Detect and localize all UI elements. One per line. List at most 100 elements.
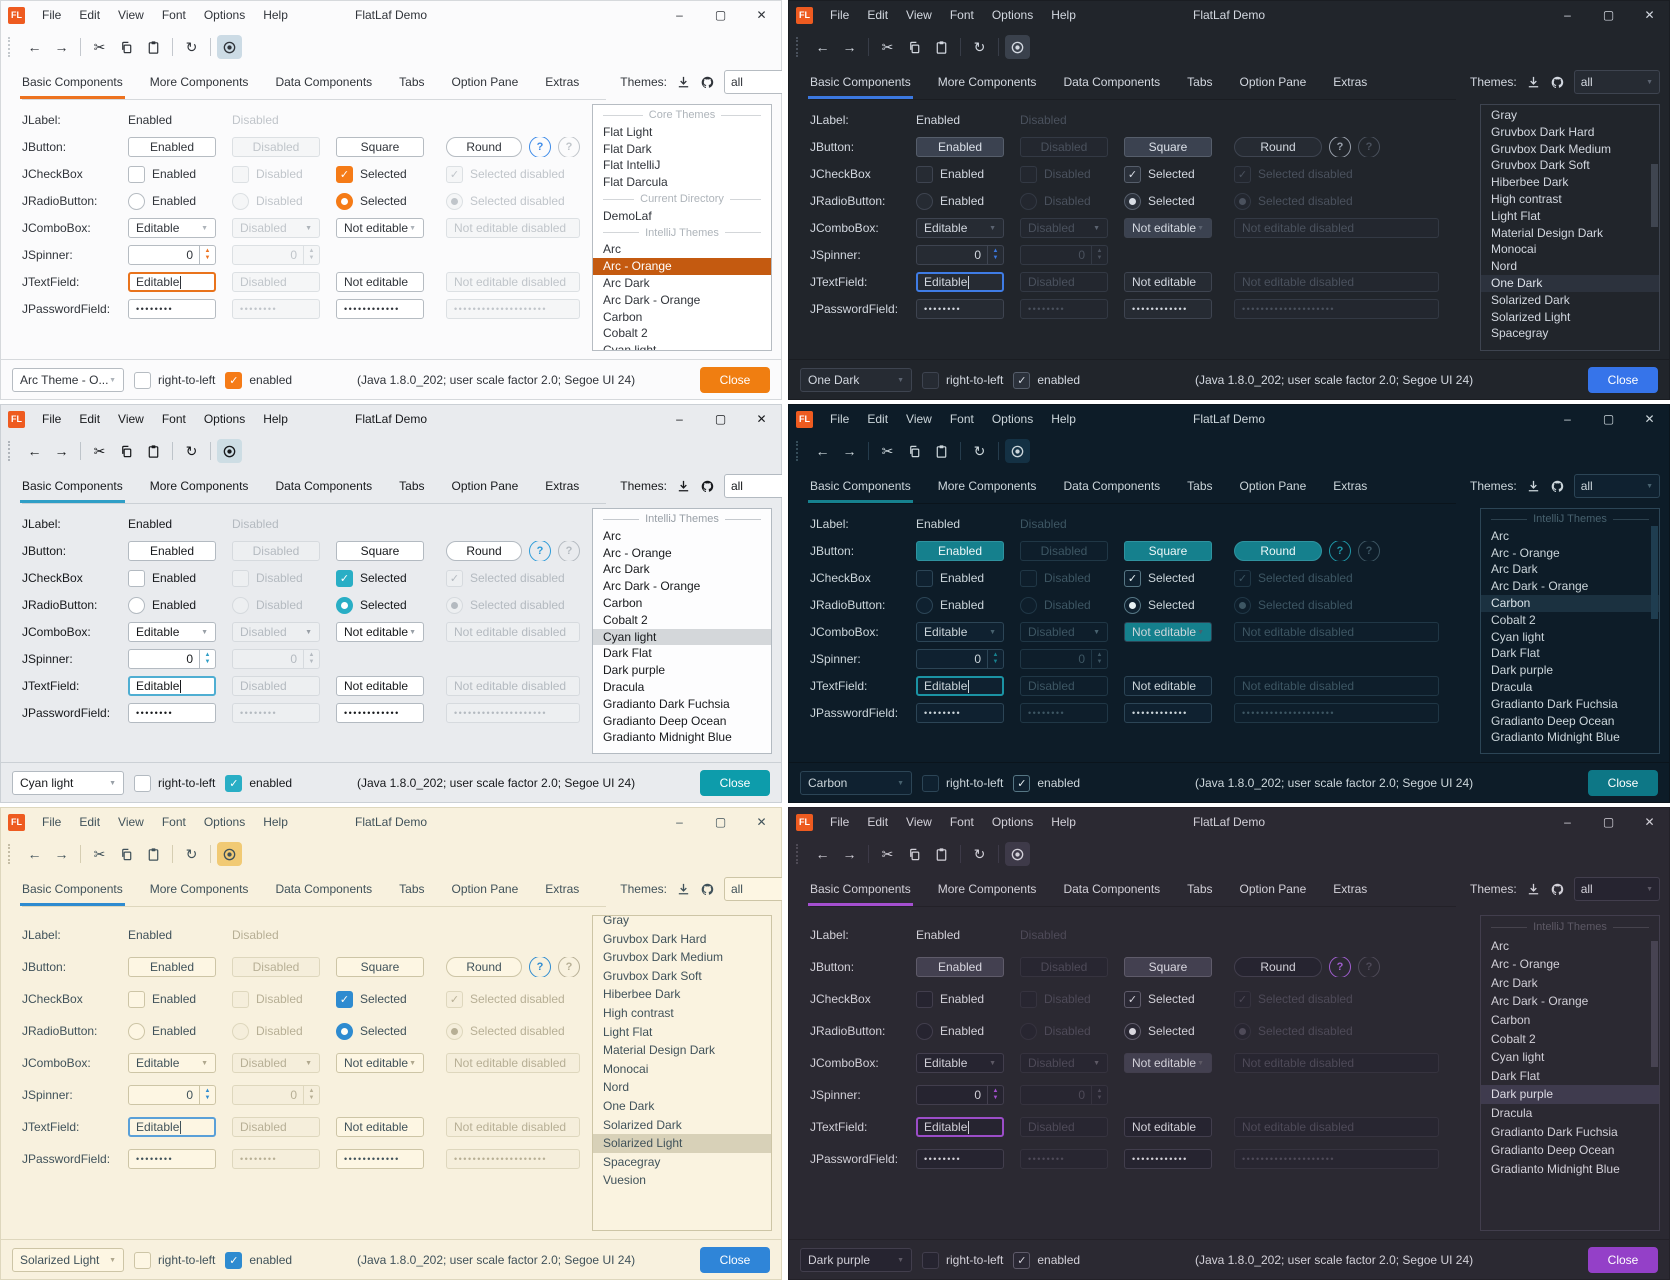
- copy-icon[interactable]: [902, 439, 927, 463]
- tab-more-components[interactable]: More Components: [937, 74, 1037, 89]
- textfield-editable[interactable]: Editable: [128, 1117, 216, 1137]
- theme-list-item[interactable]: Carbon: [1481, 594, 1659, 612]
- radio-selected[interactable]: Selected: [336, 192, 407, 210]
- help-button[interactable]: ?: [529, 541, 551, 561]
- menu-item-font[interactable]: Font: [161, 815, 186, 829]
- round-button[interactable]: Round: [446, 541, 522, 561]
- theme-list-item[interactable]: Solarized Dark: [603, 1117, 682, 1132]
- theme-list-item[interactable]: Dracula: [1491, 1105, 1533, 1120]
- combobox-editable[interactable]: Editable ▼: [128, 622, 216, 642]
- tab-more-components[interactable]: More Components: [937, 478, 1037, 493]
- themes-filter-combobox[interactable]: all ▼: [723, 474, 782, 498]
- maximize-button[interactable]: ▢: [714, 815, 727, 829]
- enabled-button[interactable]: Enabled: [128, 541, 216, 561]
- theme-list[interactable]: Gray Gruvbox Dark Hard Gruvbox Dark Medium…: [1480, 104, 1660, 351]
- menu-item-file[interactable]: File: [830, 412, 850, 426]
- toolbar-grip-handle[interactable]: [796, 441, 802, 461]
- combobox-editable[interactable]: Editable ▼: [128, 1053, 216, 1073]
- textfield-editable[interactable]: Editable: [916, 1117, 1004, 1137]
- menu-item-options[interactable]: Options: [991, 412, 1034, 426]
- back-icon[interactable]: ←: [27, 846, 42, 862]
- theme-list-item[interactable]: Arc Dark: [1491, 975, 1538, 990]
- passwordfield-enabled[interactable]: ••••••••: [128, 299, 216, 319]
- menu-item-file[interactable]: File: [42, 8, 62, 22]
- enabled-button[interactable]: Enabled: [916, 541, 1004, 561]
- menu-item-file[interactable]: File: [42, 412, 62, 426]
- theme-list-item[interactable]: Dark purple: [603, 663, 666, 678]
- textfield-editable[interactable]: Editable: [128, 272, 216, 292]
- download-icon[interactable]: [676, 479, 691, 494]
- cut-icon[interactable]: ✂: [881, 845, 894, 862]
- theme-list-item[interactable]: Flat Dark: [603, 141, 652, 156]
- github-icon[interactable]: [1550, 882, 1565, 897]
- enabled-checkbox[interactable]: ✓ enabled: [1013, 371, 1080, 389]
- theme-list-item[interactable]: Spacegray: [1491, 326, 1549, 341]
- spinner-arrows-icon[interactable]: ▲ ▼: [199, 246, 215, 264]
- radio-enabled[interactable]: Enabled: [916, 1022, 984, 1040]
- menu-item-view[interactable]: View: [118, 815, 144, 829]
- combobox-editable[interactable]: Editable ▼: [128, 218, 216, 238]
- tab-extras[interactable]: Extras: [545, 478, 580, 493]
- passwordfield-not-editable[interactable]: ••••••••••••: [1124, 1149, 1212, 1169]
- theme-list-item[interactable]: Cyan light: [1491, 629, 1545, 644]
- theme-list-item[interactable]: Nord: [603, 1080, 630, 1095]
- checkbox-selected[interactable]: ✓ Selected: [1124, 990, 1195, 1008]
- menu-item-edit[interactable]: Edit: [79, 412, 101, 426]
- theme-selector-combobox[interactable]: Carbon ▼: [800, 771, 912, 795]
- toolbar-grip-handle[interactable]: [8, 844, 14, 864]
- theme-list-item[interactable]: Nord: [1491, 259, 1518, 274]
- passwordfield-not-editable[interactable]: ••••••••••••: [336, 1149, 424, 1169]
- checkbox-selected[interactable]: ✓ Selected: [1124, 569, 1195, 587]
- tab-data-components[interactable]: Data Components: [1063, 74, 1161, 89]
- tab-extras[interactable]: Extras: [1333, 478, 1368, 493]
- menu-item-font[interactable]: Font: [161, 8, 186, 22]
- theme-selector-combobox[interactable]: Arc Theme - O... ▼: [12, 368, 124, 392]
- theme-list-item[interactable]: Carbon: [1491, 1012, 1531, 1027]
- passwordfield-not-editable[interactable]: ••••••••••••: [336, 703, 424, 723]
- theme-list-item[interactable]: Arc Dark - Orange: [1491, 994, 1589, 1009]
- theme-list-item[interactable]: Flat Light: [603, 124, 653, 139]
- theme-list-item[interactable]: Arc Dark - Orange: [1491, 579, 1589, 594]
- theme-list-item[interactable]: Arc: [1491, 938, 1509, 953]
- radio-enabled[interactable]: Enabled: [916, 192, 984, 210]
- theme-list-item[interactable]: Solarized Light: [593, 1134, 771, 1153]
- theme-list-item[interactable]: Cobalt 2: [1491, 1031, 1536, 1046]
- theme-list-item[interactable]: Gray: [1491, 108, 1518, 122]
- menu-item-help[interactable]: Help: [1051, 412, 1076, 426]
- minimize-button[interactable]: –: [1564, 8, 1571, 22]
- tab-option-pane[interactable]: Option Pane: [1239, 74, 1307, 89]
- checkbox-enabled[interactable]: Enabled: [916, 165, 984, 183]
- theme-selector-combobox[interactable]: Dark purple ▼: [800, 1248, 912, 1272]
- theme-list-item[interactable]: Dracula: [1491, 679, 1533, 694]
- theme-list-item[interactable]: Dark purple: [1491, 663, 1554, 678]
- cut-icon[interactable]: ✂: [881, 38, 894, 55]
- enabled-checkbox[interactable]: ✓ enabled: [1013, 1251, 1080, 1269]
- menu-item-file[interactable]: File: [42, 815, 62, 829]
- refresh-icon[interactable]: ↻: [973, 38, 986, 55]
- theme-list-item[interactable]: Arc Dark: [603, 562, 650, 577]
- right-to-left-checkbox[interactable]: right-to-left: [922, 371, 1003, 389]
- theme-list-item[interactable]: Light Flat: [603, 1024, 653, 1039]
- round-button[interactable]: Round: [1234, 541, 1322, 561]
- tab-basic-components[interactable]: Basic Components: [808, 64, 913, 99]
- tab-more-components[interactable]: More Components: [937, 881, 1037, 896]
- combobox-not-editable[interactable]: Not editable ▼: [336, 1053, 424, 1073]
- tab-more-components[interactable]: More Components: [149, 881, 249, 896]
- theme-list-item[interactable]: Material Design Dark: [1491, 225, 1604, 240]
- close-window-button[interactable]: ✕: [756, 815, 767, 829]
- theme-list-item[interactable]: Cyan light: [593, 628, 771, 646]
- forward-icon[interactable]: →: [842, 846, 857, 862]
- tab-data-components[interactable]: Data Components: [275, 74, 373, 89]
- forward-icon[interactable]: →: [842, 39, 857, 55]
- theme-list-item[interactable]: Hiberbee Dark: [603, 987, 681, 1002]
- maximize-button[interactable]: ▢: [714, 412, 727, 426]
- menu-item-help[interactable]: Help: [1051, 815, 1076, 829]
- tab-extras[interactable]: Extras: [1333, 74, 1368, 89]
- tab-tabs[interactable]: Tabs: [1187, 478, 1213, 493]
- right-to-left-checkbox[interactable]: right-to-left: [922, 1251, 1003, 1269]
- theme-list-item[interactable]: Gradianto Midnight Blue: [603, 730, 732, 745]
- close-button[interactable]: Close: [700, 770, 770, 796]
- paste-icon[interactable]: [141, 35, 166, 59]
- show-hidden-eye-icon[interactable]: [1005, 842, 1030, 866]
- tab-data-components[interactable]: Data Components: [275, 881, 373, 896]
